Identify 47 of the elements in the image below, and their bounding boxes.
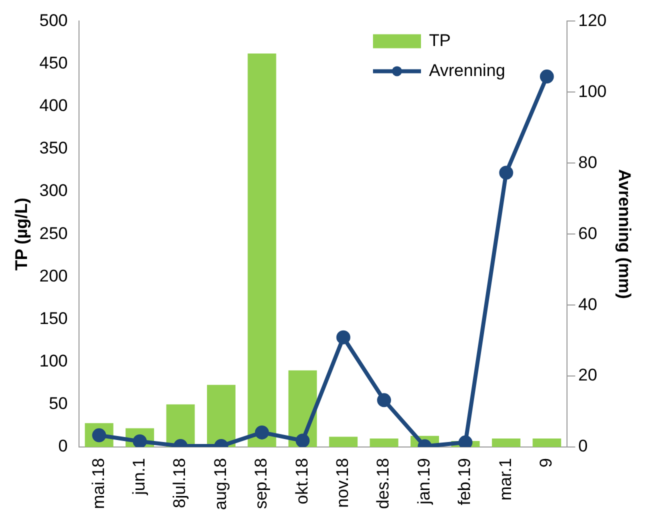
y-tick-label: 200 [39,266,68,286]
bar [532,438,562,448]
x-tick-label: 8jul.18 [170,458,190,508]
x-tick-label: okt.18 [292,458,312,504]
y-tick-label: 250 [39,224,68,243]
y-tick-label: 0 [58,436,68,456]
y2-tick-label: 120 [578,10,607,30]
y2-axis-title: Avrenning (mm) [615,169,634,299]
x-tick-label: nov.18 [333,458,352,508]
y-tick-label: 50 [48,394,68,414]
bar [329,436,358,448]
x-tick-label: jan.19 [414,458,434,506]
legend-label: TP [428,30,451,50]
y-tick-label: 350 [39,138,68,158]
y-axis-title: TP (µg/L) [12,198,31,270]
y-tick-label: 150 [39,308,68,328]
bar [248,54,276,448]
y-tick-label: 100 [39,352,68,371]
point [254,425,269,440]
y-tick-label: 300 [39,181,68,200]
y2-tick-label: 40 [578,294,598,314]
bar [206,384,236,448]
point [540,70,554,84]
x-tick-label: des.18 [374,458,393,510]
bar [492,438,520,448]
y2-tick-label: 0 [578,436,588,456]
x-tick-label: 9 [536,458,556,468]
x-tick-label: mai.18 [88,458,108,510]
y-tick-label: 450 [39,53,68,72]
y2-tick-label: 100 [578,82,607,101]
x-tick-label: aug.18 [210,458,230,510]
y-tick-label: 400 [39,96,68,116]
y2-tick-label: 60 [578,224,598,243]
point [296,434,310,448]
x-tick-label: jun.1 [130,458,149,496]
x-tick-label: sep.18 [252,458,271,510]
bar [370,438,398,448]
point [377,393,392,408]
legend-label: Avrenning [428,60,506,80]
y2-tick-label: 20 [578,366,598,385]
point [336,330,350,344]
point [458,435,472,448]
y-tick-label: 500 [39,10,68,30]
point [499,166,514,180]
x-tick-label: feb.19 [455,458,474,506]
x-tick-label: mar.1 [496,458,515,501]
y2-tick-label: 80 [578,152,598,172]
